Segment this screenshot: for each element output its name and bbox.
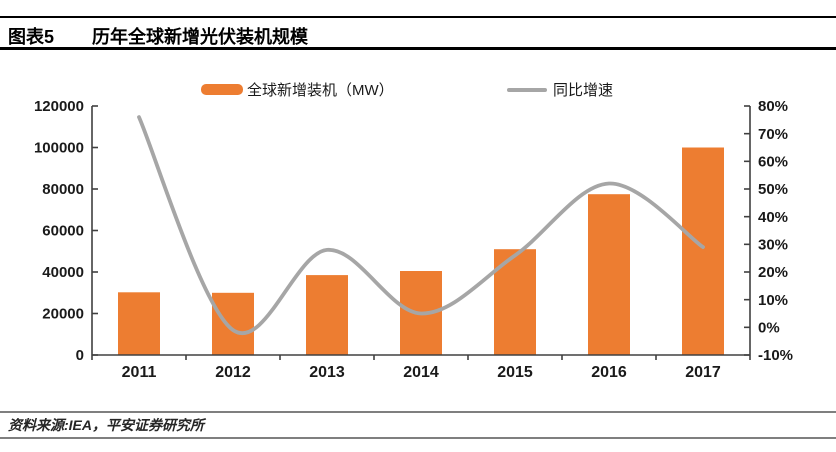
axes: 0 20000 40000 60000 80000 100000 120000 -10% 0% 1… (34, 98, 793, 381)
bar-2017 (682, 147, 724, 355)
right-axis-tick-label: 40% (758, 209, 788, 226)
x-axis-category-label: 2017 (685, 364, 721, 381)
legend-item-growth: 同比增速 (507, 79, 613, 100)
bar-2013 (306, 275, 348, 355)
bar-series-swatch-icon (201, 84, 243, 95)
footer-bottom-rule (0, 437, 836, 439)
figure-title: 历年全球新增光伏装机规模 (92, 27, 308, 47)
legend-label-installations: 全球新增装机（MW） (247, 82, 394, 99)
x-axis-category-label: 2016 (591, 364, 627, 381)
bar-2011 (118, 292, 160, 355)
footer-top-rule (0, 411, 836, 413)
right-axis-tick-label: 30% (758, 237, 788, 254)
left-axis-tick-label: 0 (76, 347, 84, 364)
source-note: 资料来源:IEA，平安证券研究所 (8, 417, 204, 433)
x-axis-category-label: 2011 (122, 364, 157, 381)
x-axis-category-label: 2013 (309, 364, 345, 381)
right-axis-tick-label: 50% (758, 181, 788, 198)
right-axis-tick-label: 0% (758, 320, 780, 337)
left-axis-tick-label: 100000 (34, 140, 84, 157)
header-bottom-rule (0, 47, 836, 50)
left-axis-tick-label: 80000 (42, 181, 84, 198)
bar-2012 (212, 292, 254, 356)
right-axis-tick-label: 70% (758, 126, 788, 143)
legend-label-growth: 同比增速 (553, 82, 614, 99)
x-axis-category-label: 2015 (497, 364, 533, 381)
left-axis-tick-label: 20000 (42, 306, 84, 323)
line-series-swatch-icon (507, 87, 547, 92)
left-axis-tick-label: 60000 (42, 223, 84, 240)
figure-label: 图表5 (8, 27, 55, 47)
left-axis-tick-label: 40000 (42, 264, 84, 281)
x-axis-category-label: 2012 (215, 364, 251, 381)
header-top-rule (0, 16, 836, 18)
right-axis-tick-label: 10% (758, 292, 788, 309)
bars-series (118, 147, 724, 356)
right-axis-tick-label: -10% (758, 347, 793, 364)
bar-2016 (588, 194, 630, 355)
left-axis-tick-label: 120000 (34, 98, 84, 115)
right-axis-tick-label: 20% (758, 264, 788, 281)
x-axis-category-label: 2014 (403, 364, 439, 381)
growth-line (137, 115, 705, 335)
right-axis-tick-label: 60% (758, 154, 788, 171)
legend-item-installations: 全球新增装机（MW） (201, 79, 394, 100)
right-axis-tick-label: 80% (758, 98, 788, 115)
chart-svg: 0 20000 40000 60000 80000 100000 120000 -10% 0% 1… (34, 98, 793, 381)
